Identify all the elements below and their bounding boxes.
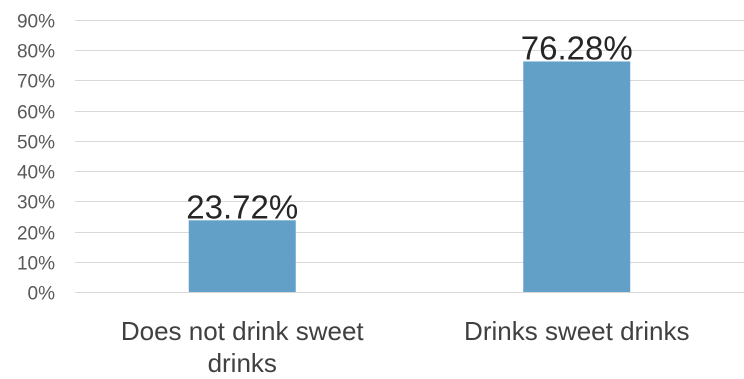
- y-axis-tick-labels: 0% 10% 20% 30% 40% 50% 60% 70% 80% 90%: [17, 12, 55, 305]
- data-label: 76.28%: [521, 29, 633, 66]
- x-category-label: Drinks sweet drinks: [464, 316, 689, 346]
- data-label: 23.72%: [186, 188, 298, 225]
- y-tick-label: 10%: [17, 254, 55, 275]
- y-tick-label: 60%: [17, 103, 55, 124]
- y-tick-label: 70%: [17, 72, 55, 93]
- y-tick-label: 0%: [28, 284, 56, 305]
- y-tick-label: 30%: [17, 193, 55, 214]
- y-tick-label: 90%: [17, 12, 55, 33]
- y-tick-label: 20%: [17, 224, 55, 245]
- bars: [188, 61, 631, 292]
- y-tick-label: 80%: [17, 42, 55, 63]
- grid-lines: [75, 20, 744, 293]
- x-category-label: Does not drink sweet drinks: [121, 316, 365, 378]
- x-category-label-line: Drinks sweet drinks: [464, 316, 689, 346]
- y-tick-label: 40%: [17, 163, 55, 184]
- x-category-label-line: Does not drink sweet: [121, 316, 365, 346]
- y-tick-label: 50%: [17, 133, 55, 154]
- x-axis-category-labels: Does not drink sweet drinks Drinks sweet d…: [121, 316, 690, 378]
- data-labels: 23.72% 76.28%: [186, 29, 632, 225]
- bar: [523, 61, 631, 292]
- bar: [188, 220, 296, 292]
- x-category-label-line: drinks: [208, 348, 277, 378]
